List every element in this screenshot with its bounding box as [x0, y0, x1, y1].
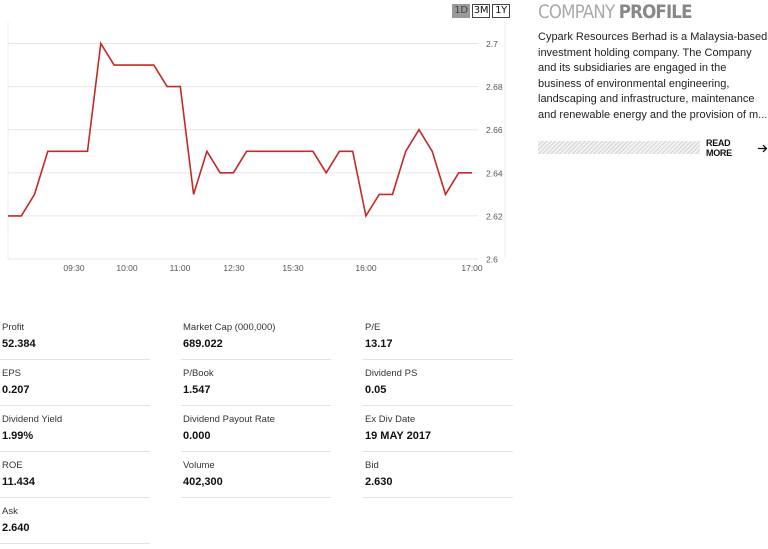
price-series-line — [8, 41, 472, 219]
range-tabs: 1D 3M 1Y — [452, 4, 510, 18]
price-chart-panel: 2.6 2.62 2.64 2.66 2.68 2.7 09:30 10:00 11:00 12:… — [0, 0, 516, 290]
stat-value: 19 MAY 2017 — [365, 430, 432, 442]
stat-label: Market Cap (000,000) — [183, 322, 276, 333]
arrow-right-icon — [757, 144, 768, 152]
range-tab-1d[interactable]: 1D — [452, 4, 470, 18]
stat-cell: Profit 52.384 — [0, 314, 150, 360]
stat-value: 689.022 — [183, 338, 223, 350]
y-tick-label: 2.64 — [486, 168, 503, 178]
stat-value: 0.05 — [365, 384, 387, 396]
stat-label: Bid — [365, 460, 379, 471]
x-tick-label: 09:30 — [63, 263, 85, 273]
stat-label: Volume — [183, 460, 215, 471]
stat-label: ROE — [2, 460, 23, 471]
stat-value: 2.640 — [2, 522, 30, 534]
stat-label: EPS — [2, 368, 22, 379]
profile-title: COMPANY PROFILE — [538, 0, 740, 24]
stat-label: P/E — [365, 322, 381, 333]
stat-value: 0.000 — [183, 430, 211, 442]
stat-value: 402,300 — [183, 476, 223, 488]
profile-title-light: COMPANY — [538, 1, 619, 23]
range-tab-3m[interactable]: 3M — [472, 4, 490, 18]
company-profile: COMPANY PROFILE Cypark Resources Berhad … — [538, 0, 768, 158]
stat-value: 1.547 — [183, 384, 211, 396]
y-tick-label: 2.66 — [486, 125, 503, 135]
range-tab-1y[interactable]: 1Y — [492, 4, 510, 18]
stat-label: Dividend PS — [365, 368, 418, 379]
stat-cell: EPS 0.207 — [0, 360, 150, 406]
y-tick-label: 2.62 — [486, 211, 503, 221]
stat-label: P/Book — [183, 368, 214, 379]
stat-cell: Dividend Payout Rate 0.000 — [181, 406, 331, 452]
y-tick-label: 2.7 — [486, 39, 498, 49]
stat-cell: Dividend PS 0.05 — [363, 360, 513, 406]
stat-label: Ex Div Date — [365, 414, 416, 425]
stat-label: Profit — [2, 322, 25, 333]
x-tick-label: 10:00 — [116, 263, 138, 273]
stat-cell: P/Book 1.547 — [181, 360, 331, 406]
read-more-label: READ MORE — [706, 138, 732, 158]
stat-cell: Dividend Yield 1.99% — [0, 406, 150, 452]
stat-value: 0.207 — [2, 384, 30, 396]
profile-footer: READ MORE — [538, 138, 768, 158]
stat-value: 1.99% — [2, 430, 34, 442]
stat-value: 52.384 — [2, 338, 36, 350]
stat-cell: ROE 11.434 — [0, 452, 150, 498]
read-more-link[interactable]: READ MORE — [706, 138, 768, 158]
stat-cell: Market Cap (000,000) 689.022 — [181, 314, 331, 360]
stat-cell: Ask 2.640 — [0, 498, 150, 544]
price-chart: 2.6 2.62 2.64 2.66 2.68 2.7 09:30 10:00 11:00 12:… — [7, 22, 506, 273]
x-tick-label: 12:30 — [223, 263, 245, 273]
y-tick-label: 2.68 — [486, 82, 503, 92]
profile-description: Cypark Resources Berhad is a Malaysia-ba… — [538, 31, 768, 121]
y-tick-label: 2.6 — [486, 255, 498, 265]
stat-value: 13.17 — [365, 338, 393, 350]
stat-value: 2.630 — [365, 476, 393, 488]
x-tick-label: 15:30 — [282, 263, 304, 273]
profile-title-strong: PROFILE — [618, 1, 693, 23]
x-tick-label: 16:00 — [355, 263, 377, 273]
x-tick-label: 17:00 — [461, 263, 483, 273]
hatch-divider — [538, 141, 700, 154]
stat-cell: Ex Div Date 19 MAY 2017 — [363, 406, 513, 452]
stat-label: Dividend Payout Rate — [183, 414, 275, 425]
stat-cell: P/E 13.17 — [363, 314, 513, 360]
stat-cell: Bid 2.630 — [363, 452, 513, 498]
stat-label: Dividend Yield — [2, 414, 63, 425]
stat-label: Ask — [2, 506, 18, 517]
stat-value: 11.434 — [2, 476, 36, 488]
x-tick-label: 11:00 — [170, 263, 191, 273]
stat-cell: Volume 402,300 — [181, 452, 331, 498]
